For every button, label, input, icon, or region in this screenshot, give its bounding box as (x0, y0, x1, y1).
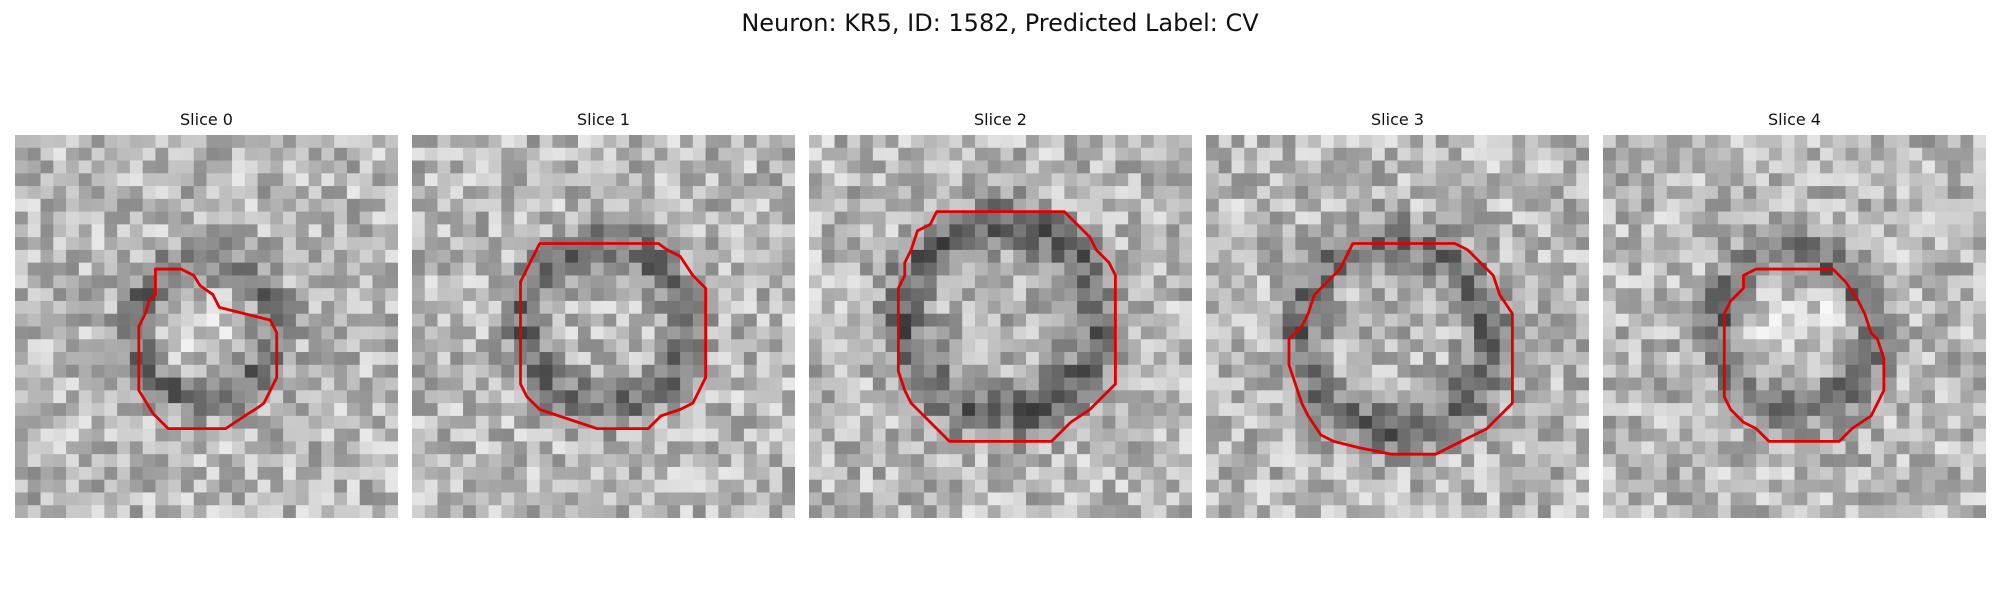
slice-title-3: Slice 3 (1371, 110, 1424, 129)
pixel-grid (1206, 135, 1589, 518)
slice-image-4 (1603, 135, 1986, 518)
pixel-grid (809, 135, 1192, 518)
segmentation-contour (137, 267, 279, 431)
slice-title-2: Slice 2 (974, 110, 1027, 129)
slice-image-1 (412, 135, 795, 518)
pixel-grid (15, 135, 398, 518)
segmentation-contour (896, 210, 1117, 443)
segmentation-contour (519, 242, 708, 431)
slice-image-3 (1206, 135, 1589, 518)
pixel-grid (1603, 135, 1986, 518)
slice-image-0 (15, 135, 398, 518)
segmentation-contour (1722, 267, 1886, 443)
slice-title-4: Slice 4 (1768, 110, 1821, 129)
slice-title-1: Slice 1 (577, 110, 630, 129)
segmentation-contour (1287, 242, 1514, 456)
pixel-grid (412, 135, 795, 518)
figure-title: Neuron: KR5, ID: 1582, Predicted Label: … (741, 9, 1259, 37)
slice-title-0: Slice 0 (180, 110, 233, 129)
slice-image-2 (809, 135, 1192, 518)
